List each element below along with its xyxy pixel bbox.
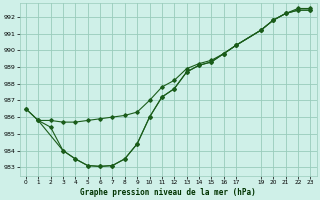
X-axis label: Graphe pression niveau de la mer (hPa): Graphe pression niveau de la mer (hPa): [80, 188, 256, 197]
